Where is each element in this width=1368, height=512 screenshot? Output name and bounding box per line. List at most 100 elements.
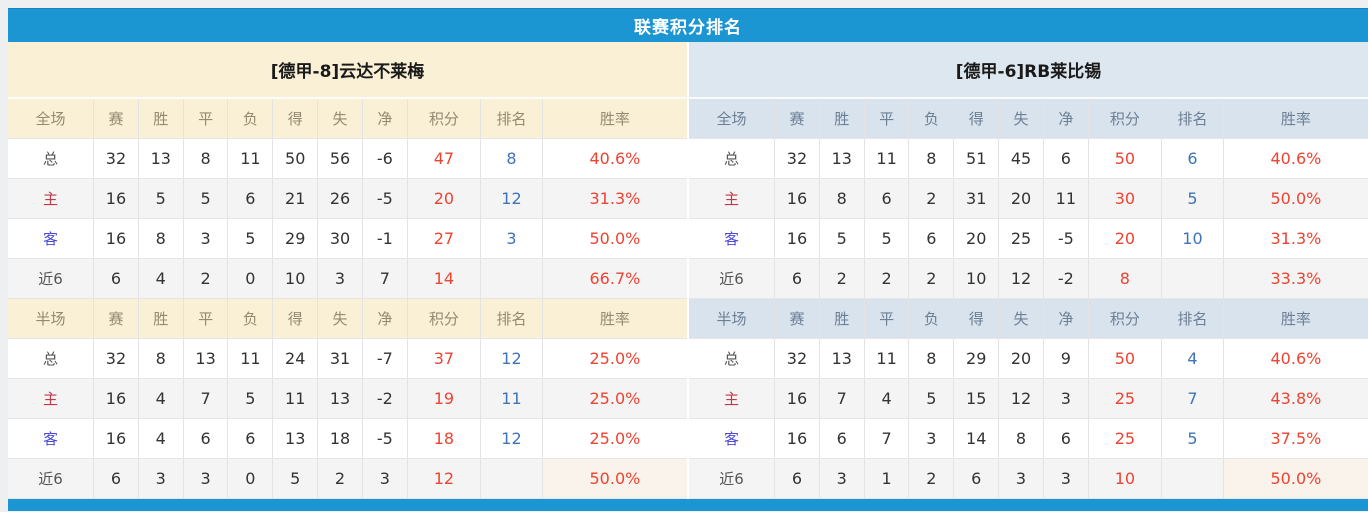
column-header: 积分	[407, 298, 482, 339]
stat-cell-负: 8	[908, 138, 955, 179]
stat-cell-胜率: 31.3%	[542, 178, 687, 219]
stat-cell-胜: 4	[138, 258, 184, 299]
stat-row: 主 16 5 5 6 21 26 -5 20 12 31.3%	[8, 178, 687, 219]
column-header: 胜	[138, 98, 184, 139]
column-header: 平	[183, 98, 229, 139]
stat-cell-排名: 5	[1161, 418, 1224, 459]
stat-cell-得: 29	[953, 338, 1000, 379]
stat-cell-失: 8	[998, 418, 1044, 459]
stat-cell-排名	[480, 258, 543, 299]
stat-cell-负: 6	[227, 178, 274, 219]
stat-cell-得: 10	[953, 258, 1000, 299]
row-label: 总	[689, 338, 776, 379]
stat-cell-得: 11	[272, 378, 319, 419]
stat-cell-净: -5	[362, 178, 408, 219]
stat-cell-赛: 32	[93, 138, 139, 179]
stat-cell-失: 56	[317, 138, 363, 179]
stat-cell-平: 13	[183, 338, 229, 379]
stat-cell-积分: 20	[1088, 218, 1163, 259]
stat-cell-平: 1	[864, 458, 910, 499]
stat-cell-赛: 6	[93, 258, 139, 299]
stat-cell-赛: 32	[93, 338, 139, 379]
stat-cell-得: 6	[953, 458, 1000, 499]
stat-cell-净: 6	[1043, 418, 1089, 459]
team-name: [德甲-8]云达不莱梅	[8, 42, 687, 99]
stat-cell-得: 20	[953, 218, 1000, 259]
stat-cell-负: 6	[227, 418, 274, 459]
stat-cell-平: 2	[183, 258, 229, 299]
stat-row: 近6 6 3 3 0 5 2 3 12 50.0%	[8, 458, 687, 499]
column-header: 赛	[93, 298, 139, 339]
stat-cell-排名: 12	[480, 178, 543, 219]
stat-cell-排名: 3	[480, 218, 543, 259]
stat-cell-积分: 50	[1088, 138, 1163, 179]
row-label: 近6	[8, 458, 95, 499]
column-header: 净	[1043, 98, 1089, 139]
section-header-row-full: 全场赛胜平负得失净积分 排名 胜率	[689, 98, 1368, 139]
stat-cell-胜率: 40.6%	[1223, 338, 1368, 379]
stat-cell-积分: 8	[1088, 258, 1163, 299]
stat-cell-失: 2	[317, 458, 363, 499]
column-header: 赛	[774, 98, 820, 139]
stat-cell-排名: 7	[1161, 378, 1224, 419]
column-header: 失	[317, 298, 363, 339]
stat-cell-失: 13	[317, 378, 363, 419]
stat-cell-胜: 5	[819, 218, 865, 259]
stat-cell-胜: 13	[819, 338, 865, 379]
stat-cell-胜率: 40.6%	[542, 138, 687, 179]
stat-cell-平: 6	[864, 178, 910, 219]
stat-row: 主 16 4 7 5 11 13 -2 19 11 25.0%	[8, 378, 687, 419]
column-header: 负	[908, 98, 955, 139]
stat-cell-得: 21	[272, 178, 319, 219]
stat-cell-积分: 47	[407, 138, 482, 179]
section-label: 半场	[689, 298, 776, 339]
column-header: 失	[998, 298, 1044, 339]
stat-cell-失: 3	[317, 258, 363, 299]
stat-cell-胜: 3	[138, 458, 184, 499]
stat-row: 总 32 13 8 11 50 56 -6 47 8 40.6%	[8, 138, 687, 179]
stat-cell-平: 5	[183, 178, 229, 219]
stat-cell-排名: 6	[1161, 138, 1224, 179]
stat-cell-赛: 16	[774, 418, 820, 459]
row-label: 客	[8, 218, 95, 259]
stat-cell-胜率: 31.3%	[1223, 218, 1368, 259]
column-header: 赛	[93, 98, 139, 139]
column-header: 净	[362, 98, 408, 139]
stat-cell-赛: 16	[774, 378, 820, 419]
column-header: 得	[272, 98, 319, 139]
column-header: 积分	[407, 98, 482, 139]
left-team-table-body: [德甲-8]云达不莱梅 全场赛胜平负得失净积分 排名 胜率总 32 13 8 11 50 56 -6…	[8, 42, 687, 499]
column-header: 胜率	[1223, 98, 1368, 139]
column-header: 得	[953, 98, 1000, 139]
team-name: [德甲-6]RB莱比锡	[689, 42, 1368, 99]
stat-cell-净: 3	[362, 458, 408, 499]
column-header: 胜率	[1223, 298, 1368, 339]
stat-cell-净: 7	[362, 258, 408, 299]
column-header: 得	[272, 298, 319, 339]
section-title-bar: 联赛积分排名	[8, 8, 1368, 42]
stat-cell-平: 6	[183, 418, 229, 459]
stat-cell-胜: 2	[819, 258, 865, 299]
stat-cell-胜率: 50.0%	[542, 458, 687, 499]
stat-cell-净: 3	[1043, 458, 1089, 499]
stat-cell-得: 50	[272, 138, 319, 179]
stat-cell-胜: 7	[819, 378, 865, 419]
right-team-table: [德甲-6]RB莱比锡 全场赛胜平负得失净积分 排名 胜率总 32 13 11 8 51 45 6 5…	[689, 42, 1368, 499]
stat-cell-胜率: 25.0%	[542, 378, 687, 419]
column-header: 胜	[819, 98, 865, 139]
stat-cell-排名: 8	[480, 138, 543, 179]
column-header: 失	[998, 98, 1044, 139]
row-label: 客	[689, 218, 776, 259]
column-header: 负	[227, 298, 274, 339]
stat-cell-得: 15	[953, 378, 1000, 419]
stat-cell-胜: 8	[138, 218, 184, 259]
column-header: 平	[864, 98, 910, 139]
stat-cell-赛: 16	[93, 418, 139, 459]
stat-cell-胜: 4	[138, 418, 184, 459]
column-header: 胜	[819, 298, 865, 339]
stat-cell-胜: 13	[138, 138, 184, 179]
right-team-table-body: [德甲-6]RB莱比锡 全场赛胜平负得失净积分 排名 胜率总 32 13 11 8 51 45 6 5…	[689, 42, 1368, 499]
stat-cell-净: 3	[1043, 378, 1089, 419]
stat-cell-排名: 12	[480, 418, 543, 459]
